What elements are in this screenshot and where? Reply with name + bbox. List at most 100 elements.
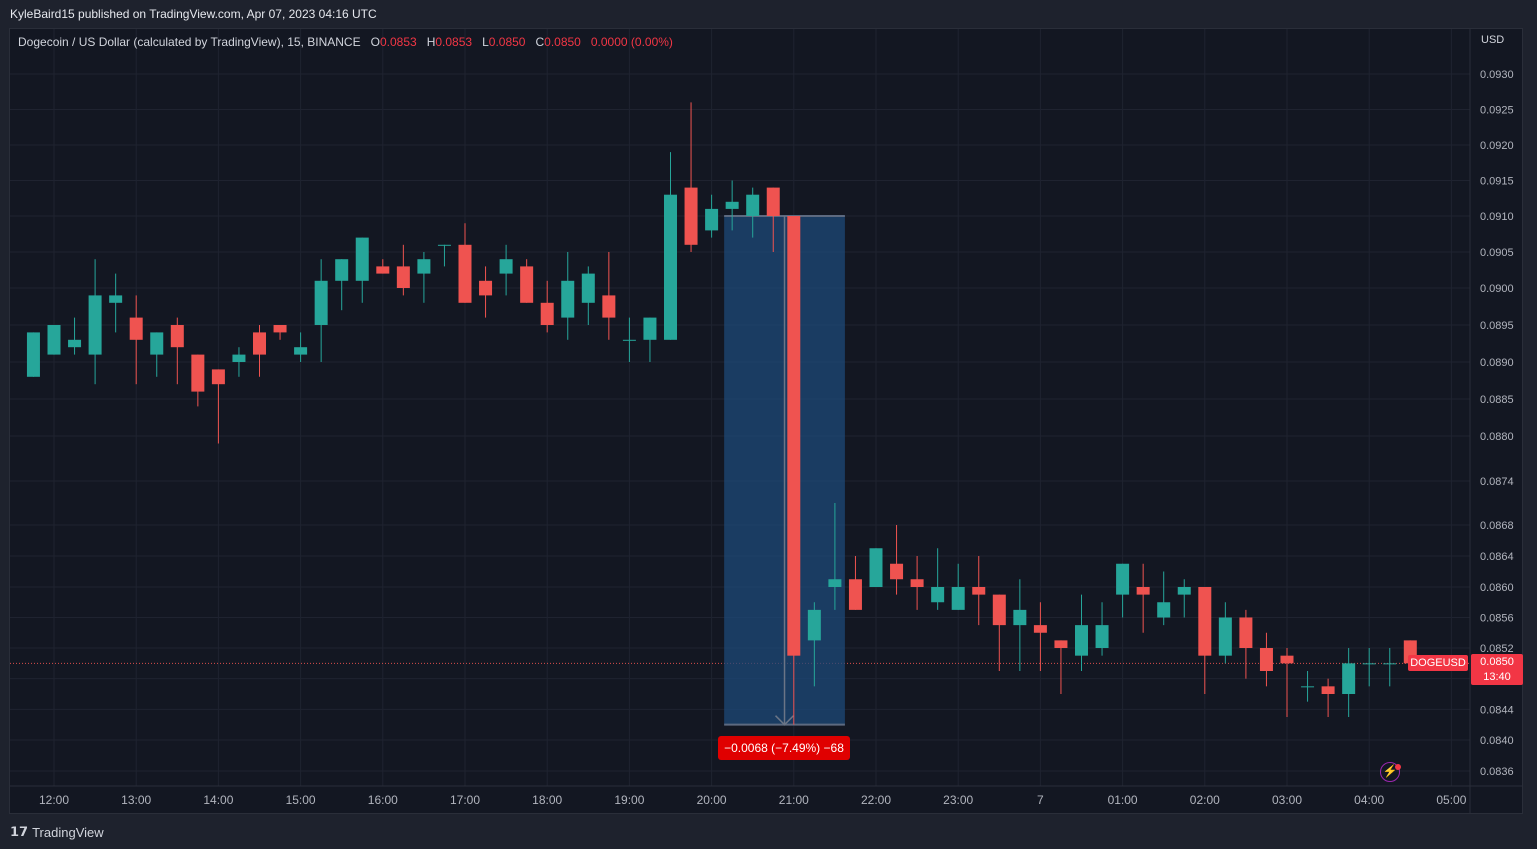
time-tick-label: 04:00 [1354, 793, 1384, 807]
candle [931, 548, 945, 610]
symbol-legend[interactable]: Dogecoin / US Dollar (calculated by Trad… [18, 35, 673, 49]
candle [170, 317, 184, 385]
price-tick-label: 0.0930 [1480, 69, 1514, 81]
candle-body [1198, 587, 1212, 656]
candle [1198, 587, 1212, 694]
candle-body [951, 587, 965, 610]
candle-body [684, 187, 698, 245]
candle [417, 252, 431, 303]
candle [232, 347, 246, 377]
time-tick-label: 22:00 [861, 793, 891, 807]
time-tick-label: 17:00 [450, 793, 480, 807]
time-tick-label: 19:00 [614, 793, 644, 807]
candle [355, 237, 369, 303]
candle-body [1095, 625, 1109, 648]
time-tick-label: 01:00 [1108, 793, 1138, 807]
candle-body [746, 194, 760, 216]
candle [869, 548, 883, 587]
candle [807, 602, 821, 687]
candle [1157, 571, 1171, 626]
time-tick-label: 03:00 [1272, 793, 1302, 807]
candle-body [992, 594, 1006, 626]
candle-body [725, 201, 739, 209]
candle-body [1362, 663, 1376, 665]
axis-currency[interactable]: USD [1481, 34, 1505, 46]
candle-body [88, 295, 102, 355]
candle [848, 556, 862, 610]
candle-body [150, 332, 164, 355]
candle-body [890, 563, 904, 580]
candle [68, 317, 82, 355]
price-tick-label: 0.0868 [1480, 520, 1514, 532]
candle-body [355, 237, 369, 281]
candle-body [1383, 663, 1397, 665]
candle [1280, 648, 1294, 717]
candle-body [1342, 663, 1356, 694]
price-tick-label: 0.0836 [1480, 766, 1514, 778]
bar-countdown: 13:40 [1483, 671, 1511, 683]
price-axis: 0.0930 0.0925 0.0920 0.0915 0.0910 0.0905 0.09… [1480, 69, 1514, 778]
candle-body [47, 325, 61, 355]
time-tick-label: 15:00 [286, 793, 316, 807]
candle-body [1116, 563, 1130, 595]
candle [581, 266, 595, 325]
candle [314, 259, 328, 362]
top-bar: KyleBaird15 published on TradingView.com… [0, 0, 1537, 28]
price-tick-label: 0.0864 [1480, 551, 1514, 563]
candle-body [972, 587, 986, 595]
candle-body [828, 579, 842, 587]
candle-body [273, 325, 287, 333]
time-tick-label: 05:00 [1436, 793, 1466, 807]
candle-body [766, 187, 780, 216]
candle-body [170, 325, 184, 348]
candle-body [910, 579, 924, 587]
candle-body [109, 295, 123, 303]
measure-layer [724, 215, 845, 726]
candle [1116, 563, 1130, 618]
lightning-icon[interactable]: ⚡ [1380, 762, 1400, 782]
candle-body [294, 347, 308, 355]
candle-body [417, 259, 431, 274]
publisher-info: KyleBaird15 published on TradingView.com… [10, 7, 377, 21]
notification-dot-icon [1395, 764, 1401, 770]
candle [725, 180, 739, 231]
candle-body [335, 259, 349, 281]
candle-body [1321, 686, 1335, 694]
candle [705, 194, 719, 238]
candle [828, 503, 842, 610]
time-tick-label: 12:00 [39, 793, 69, 807]
candle [520, 259, 534, 303]
candle [602, 252, 616, 340]
time-tick-label: 13:00 [121, 793, 151, 807]
price-tick-label: 0.0844 [1480, 704, 1514, 716]
candle [890, 525, 904, 595]
candle-body [869, 548, 883, 587]
close-label: C [535, 35, 545, 49]
candle [1054, 640, 1068, 694]
candle-body [787, 216, 801, 656]
low-label: L [482, 35, 489, 49]
candle [1095, 602, 1109, 656]
candle-body [1075, 625, 1088, 656]
candle-body [1280, 655, 1294, 664]
change-value: 0.0000 (0.00%) [590, 35, 673, 49]
candle [540, 280, 554, 333]
candle [992, 594, 1006, 671]
candle-body [1301, 686, 1315, 688]
price-tick-label: 0.0860 [1480, 582, 1514, 594]
price-tick-label: 0.0915 [1480, 176, 1514, 188]
price-tick-label: 0.0890 [1480, 357, 1514, 369]
candle-body [1259, 648, 1273, 671]
candle-body [581, 273, 595, 303]
candle-body [1218, 617, 1232, 656]
candle-body [314, 280, 328, 325]
brand[interactable]: 𝟭𝟳 TradingView [10, 824, 104, 840]
candle [499, 244, 513, 296]
candle [1218, 602, 1232, 664]
candle [458, 223, 472, 303]
price-tick-label: 0.0874 [1480, 476, 1514, 488]
candle [766, 187, 780, 252]
candle [273, 325, 287, 340]
measure-label: −0.0068 (−7.49%) −68 [718, 736, 850, 760]
